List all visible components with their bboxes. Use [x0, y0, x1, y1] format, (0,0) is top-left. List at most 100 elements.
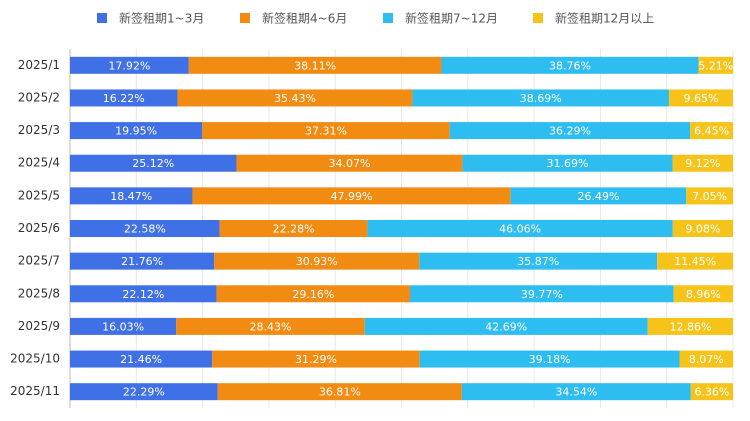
value-label: 11.45%: [674, 255, 716, 268]
value-label: 9.65%: [683, 92, 718, 105]
bar-segment: [461, 383, 691, 401]
value-label: 42.69%: [485, 320, 527, 333]
bar-segment: [70, 122, 203, 140]
bar-segment: [202, 122, 450, 140]
legend-label: 新签租期12月以上: [555, 11, 654, 26]
bar-segment: [673, 285, 734, 303]
bar-segment: [657, 252, 734, 270]
bar-segment: [70, 285, 217, 303]
value-label: 5.21%: [698, 59, 733, 72]
bar-segment: [679, 350, 733, 368]
value-label: 46.06%: [499, 223, 541, 236]
bar-segment: [192, 187, 511, 205]
value-label: 22.28%: [273, 223, 315, 236]
value-label: 22.12%: [122, 288, 164, 301]
y-tick-label: 2025/1: [18, 58, 60, 72]
bar-segment: [672, 220, 733, 237]
bar-segment: [419, 350, 680, 368]
value-label: 38.69%: [520, 92, 562, 105]
value-label: 6.36%: [694, 386, 729, 399]
value-label: 34.54%: [555, 386, 597, 399]
bar-segment: [672, 154, 733, 172]
value-label: 47.99%: [331, 190, 373, 203]
bar-segment: [70, 154, 237, 172]
value-label: 35.87%: [517, 255, 559, 268]
value-label: 17.92%: [108, 59, 150, 72]
value-label: 26.49%: [577, 190, 619, 203]
bar-segment: [176, 317, 365, 335]
y-tick-label: 2025/2: [18, 90, 60, 104]
bar-segment: [686, 187, 733, 205]
value-label: 25.12%: [132, 157, 174, 170]
bar-segment: [409, 285, 674, 303]
legend-label: 新签租期1~3月: [119, 11, 204, 26]
legend-label: 新签租期4~6月: [262, 11, 347, 26]
bar-segment: [647, 317, 734, 335]
value-label: 38.76%: [549, 59, 591, 72]
value-label: 21.46%: [120, 353, 162, 366]
bar-segment: [698, 56, 733, 74]
bar-segment: [462, 154, 673, 172]
value-label: 19.95%: [115, 125, 157, 138]
value-label: 9.08%: [685, 223, 720, 236]
bar-segment: [449, 122, 691, 140]
bar-segment: [177, 89, 413, 107]
bar-segment: [70, 187, 193, 205]
value-label: 37.31%: [305, 125, 347, 138]
value-label: 30.93%: [296, 255, 338, 268]
bar-segment: [690, 122, 733, 140]
bar-segment: [70, 350, 213, 368]
bar-segment: [70, 252, 215, 270]
bar-segment: [70, 220, 220, 237]
value-label: 39.18%: [529, 353, 571, 366]
y-tick-label: 2025/11: [10, 384, 60, 398]
y-tick-label: 2025/5: [18, 188, 60, 202]
bar-segment: [70, 383, 218, 401]
value-label: 16.22%: [103, 92, 145, 105]
legend-swatch: [533, 13, 543, 23]
value-label: 12.86%: [669, 320, 711, 333]
value-label: 16.03%: [102, 320, 144, 333]
legend-label: 新签租期7~12月: [405, 11, 498, 26]
y-tick-label: 2025/9: [18, 319, 60, 333]
bar-segment: [70, 56, 189, 74]
bar-segment: [236, 154, 463, 172]
y-tick-label: 2025/6: [18, 221, 60, 235]
legend-swatch: [240, 13, 250, 23]
value-label: 28.43%: [250, 320, 292, 333]
value-label: 29.16%: [292, 288, 334, 301]
value-label: 8.07%: [689, 353, 724, 366]
value-label: 7.05%: [692, 190, 727, 203]
value-label: 31.69%: [547, 157, 589, 170]
value-label: 36.29%: [549, 125, 591, 138]
bar-segment: [419, 252, 658, 270]
bar-segment: [70, 89, 178, 107]
bar-segment: [214, 252, 420, 270]
bar-segment: [70, 317, 177, 335]
bar-segment: [690, 383, 733, 401]
value-label: 39.77%: [521, 288, 563, 301]
value-label: 22.58%: [124, 223, 166, 236]
value-label: 8.96%: [686, 288, 721, 301]
bar-segment: [212, 350, 420, 368]
y-tick-label: 2025/8: [18, 286, 60, 300]
value-label: 35.43%: [274, 92, 316, 105]
y-tick-label: 2025/10: [10, 352, 60, 366]
value-label: 21.76%: [121, 255, 163, 268]
value-label: 22.29%: [123, 386, 165, 399]
bar-segment: [216, 285, 410, 303]
value-label: 38.11%: [294, 59, 336, 72]
bar-segment: [668, 89, 733, 107]
legend-swatch: [383, 13, 393, 23]
bar-segment: [367, 220, 673, 237]
y-tick-label: 2025/3: [18, 123, 60, 137]
bar-segment: [441, 56, 699, 74]
value-label: 36.81%: [319, 386, 361, 399]
value-label: 6.45%: [694, 125, 729, 138]
bar-segment: [364, 317, 648, 335]
value-label: 9.12%: [685, 157, 720, 170]
value-label: 18.47%: [110, 190, 152, 203]
value-label: 34.07%: [329, 157, 371, 170]
